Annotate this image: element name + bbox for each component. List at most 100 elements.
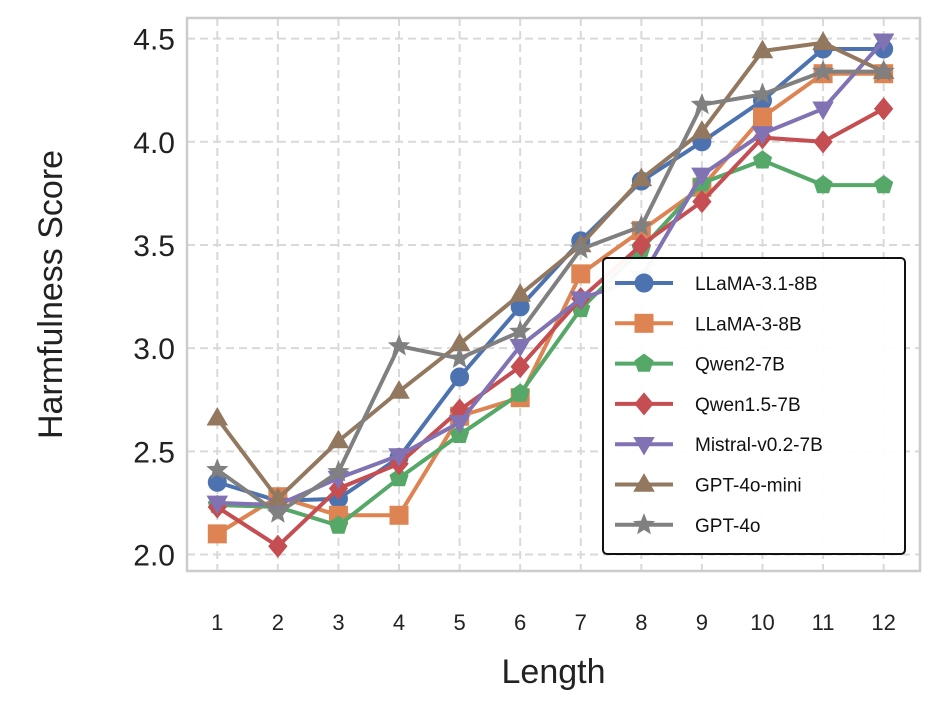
- data-point: [812, 31, 834, 51]
- data-point: [691, 167, 713, 187]
- y-tick-label: 4.5: [133, 24, 175, 57]
- legend-label: GPT-4o: [695, 516, 760, 537]
- y-tick-label: 3.5: [133, 230, 175, 263]
- x-tick-label: 1: [211, 610, 223, 635]
- data-point: [630, 167, 653, 187]
- legend-label: LLaMA-3-8B: [695, 314, 802, 335]
- x-tick-label: 4: [393, 610, 405, 635]
- x-axis-label: Length: [502, 653, 606, 691]
- data-point: [690, 92, 714, 115]
- data-point: [389, 468, 409, 487]
- data-point: [571, 264, 591, 284]
- data-point: [630, 214, 653, 236]
- data-point: [510, 383, 530, 402]
- data-point: [872, 33, 895, 53]
- data-point: [569, 291, 592, 310]
- legend-label: GPT-4o-mini: [695, 476, 802, 497]
- legend-item: LLaMA-3-8B: [615, 313, 802, 335]
- series-line: [215, 40, 885, 501]
- x-tick-labels: 1 2 3 4 5 6 7 8 9 10 11 12: [211, 610, 896, 635]
- y-tick-label: 2.5: [133, 436, 175, 469]
- data-point: [510, 355, 530, 379]
- data-point: [327, 429, 350, 449]
- data-point: [752, 107, 772, 127]
- data-point: [327, 460, 350, 482]
- data-point: [207, 524, 227, 544]
- data-point: [632, 513, 656, 535]
- data-point: [752, 150, 773, 169]
- x-tick-label: 11: [812, 610, 835, 635]
- legend-item: Mistral-v0.2-7B: [615, 435, 823, 456]
- series-line: [217, 39, 886, 507]
- series-line: [216, 71, 884, 536]
- data-point: [634, 392, 654, 416]
- data-point: [812, 101, 834, 121]
- data-point: [206, 458, 229, 480]
- data-point: [206, 406, 229, 426]
- legend-item: LLaMA-3.1-8B: [615, 273, 818, 295]
- data-point: [634, 353, 654, 372]
- data-point: [509, 319, 532, 342]
- data-point: [268, 534, 288, 558]
- data-point: [328, 515, 349, 534]
- legend-label: LLaMA-3.1-8B: [695, 274, 818, 295]
- data-point: [751, 82, 774, 104]
- data-point: [448, 415, 471, 434]
- legend-item: GPT-4o-mini: [615, 473, 802, 497]
- legend: LLaMA-3.1-8B LLaMA-3-8B Qwen2-7B Qwen1.5-7B…: [602, 257, 906, 555]
- x-tick-label: 2: [272, 610, 284, 635]
- data-point: [266, 501, 290, 523]
- y-tick-label: 2.0: [133, 539, 175, 572]
- y-tick-labels: 2.0 2.5 3.0 3.5 4.0 4.5: [133, 24, 175, 573]
- data-point: [509, 338, 531, 358]
- data-point: [509, 283, 531, 302]
- data-point: [751, 39, 774, 59]
- x-tick-label: 8: [635, 610, 647, 635]
- series-line: [216, 107, 885, 549]
- data-point: [633, 473, 655, 492]
- legend-label: Qwen1.5-7B: [695, 395, 801, 416]
- data-point: [813, 175, 833, 194]
- x-tick-label: 3: [332, 610, 344, 635]
- x-tick-label: 9: [696, 610, 708, 635]
- y-axis-label: Harmfulness Score: [32, 150, 70, 439]
- data-point: [874, 175, 894, 194]
- data-point: [872, 59, 895, 82]
- x-tick-label: 7: [575, 610, 587, 635]
- legend-item: Qwen2-7B: [615, 353, 785, 376]
- data-point: [811, 59, 835, 82]
- series-layer: [206, 31, 895, 558]
- data-point: [692, 190, 712, 214]
- data-point: [633, 436, 655, 456]
- series-gpt-4o: [206, 59, 895, 523]
- data-point: [691, 120, 713, 139]
- x-tick-label: 10: [750, 610, 774, 635]
- data-point: [751, 126, 774, 145]
- y-tick-label: 3.0: [133, 333, 175, 366]
- data-point: [874, 97, 894, 121]
- y-tick-label: 4.0: [133, 127, 175, 160]
- series-line: [217, 158, 884, 528]
- data-point: [450, 367, 470, 387]
- data-point: [388, 448, 410, 467]
- data-point: [206, 495, 229, 515]
- legend-label: Qwen2-7B: [695, 355, 785, 376]
- data-point: [388, 380, 410, 399]
- plot-frame: [185, 16, 922, 573]
- legend-item: GPT-4o: [615, 513, 760, 537]
- legend-label: Mistral-v0.2-7B: [695, 435, 823, 456]
- x-tick-label: 5: [453, 610, 465, 635]
- data-point: [448, 346, 471, 368]
- data-point: [450, 424, 470, 443]
- data-point: [813, 130, 833, 154]
- legend-box: [602, 257, 906, 555]
- x-tick-label: 12: [871, 610, 895, 635]
- data-point: [389, 505, 409, 525]
- data-point: [634, 273, 654, 293]
- data-point: [387, 334, 411, 356]
- data-point: [631, 233, 651, 257]
- data-point: [634, 313, 654, 333]
- data-point: [569, 237, 592, 259]
- legend-item: Qwen1.5-7B: [615, 392, 801, 416]
